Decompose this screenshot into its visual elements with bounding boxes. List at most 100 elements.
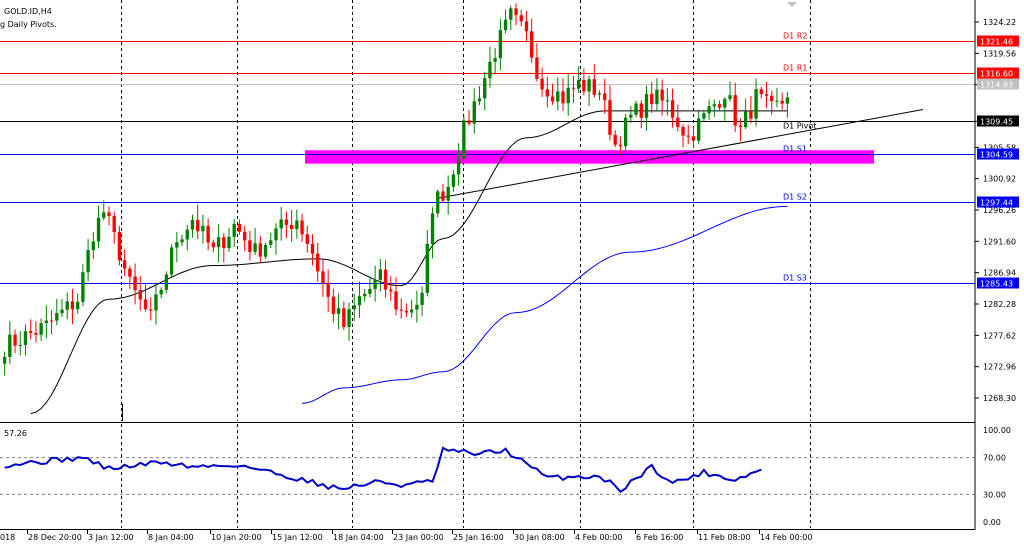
candle-body-142 <box>743 111 748 128</box>
candle-body-129 <box>676 117 680 127</box>
candle-body-92 <box>483 78 487 99</box>
pivot-badge-bg-0 <box>977 35 1019 47</box>
candle-body-65 <box>342 308 346 327</box>
candle-body-116 <box>608 100 612 135</box>
candle-body-114 <box>597 93 602 95</box>
candle-body-137 <box>717 104 722 108</box>
time-label-12: 11 Feb 08:00 <box>698 533 750 542</box>
candle-body-86 <box>451 174 456 187</box>
candle-body-6 <box>34 332 38 335</box>
candle-body-47 <box>248 240 252 252</box>
price-tick-label-4: 1305.58 <box>983 143 1016 152</box>
time-label-9: 30 Jan 08:00 <box>514 533 565 542</box>
oscillator-value-label: 57.26 <box>4 429 27 438</box>
candle-body-48 <box>253 243 257 252</box>
pivot-label-4: D1 S2 <box>783 193 807 202</box>
candle-body-36 <box>190 220 195 230</box>
time-label-7: 23 Jan 00:00 <box>393 533 444 542</box>
candle-body-127 <box>665 100 670 102</box>
candlesticks <box>2 3 790 376</box>
candle-body-132 <box>691 136 696 141</box>
candle-body-145 <box>759 89 763 95</box>
oscillator-line <box>4 446 762 493</box>
candle-body-57 <box>300 220 304 235</box>
candle-body-75 <box>394 291 398 310</box>
candle-body-98 <box>514 8 518 16</box>
pivot-label-3: D1 S1 <box>783 145 807 154</box>
pivot-badge-1: 1316.60 <box>980 70 1013 79</box>
candle-body-94 <box>493 58 497 62</box>
candle-body-33 <box>175 242 179 248</box>
candle-body-11 <box>60 309 64 314</box>
candle-body-49 <box>258 243 262 257</box>
time-label-2: 3 Jan 12:00 <box>88 533 134 542</box>
candle-body-136 <box>712 104 717 107</box>
time-label-3: 8 Jan 04:00 <box>148 533 194 542</box>
candle-body-107 <box>561 91 565 104</box>
candle-body-88 <box>462 120 466 159</box>
candle-body-7 <box>39 323 43 335</box>
pivot-badge-bg-4 <box>977 196 1019 208</box>
candle-body-13 <box>70 301 75 310</box>
candle-body-124 <box>650 93 654 105</box>
indicator-lines <box>30 109 924 414</box>
price-tick-label-6: 1296.26 <box>983 206 1016 215</box>
candle-body-45 <box>237 223 242 232</box>
candle-body-56 <box>295 220 299 230</box>
candle-body-38 <box>201 225 205 232</box>
price-tick-label-1: 1319.56 <box>983 49 1016 58</box>
candle-body-40 <box>211 242 216 248</box>
candle-body-141 <box>738 125 743 128</box>
candle-body-79 <box>415 304 419 310</box>
support-zone <box>305 150 874 164</box>
time-label-6: 18 Jan 04:00 <box>333 533 384 542</box>
candle-body-26 <box>138 290 142 300</box>
time-label-5: 15 Jan 12:00 <box>272 533 323 542</box>
candle-body-14 <box>75 301 80 310</box>
candle-body-128 <box>670 100 675 118</box>
candle-body-30 <box>159 289 163 295</box>
candle-body-60 <box>316 253 320 272</box>
candle-body-149 <box>780 100 784 104</box>
candle-body-106 <box>556 91 560 102</box>
candle-body-91 <box>477 98 482 102</box>
candle-body-134 <box>702 113 706 119</box>
candle-body-126 <box>660 89 664 101</box>
candle-body-52 <box>274 228 278 241</box>
price-tick-label-7: 1291.60 <box>983 237 1016 246</box>
candle-body-112 <box>587 79 591 92</box>
candle-body-131 <box>686 135 690 137</box>
candle-body-37 <box>196 220 200 232</box>
candle-body-97 <box>509 8 513 20</box>
price-tick-label-9: 1282.28 <box>983 300 1016 309</box>
candle-body-140 <box>733 95 737 126</box>
pivot-levels: D1 R2 D1 R1 D1 Pivot D1 S1 D1 S2 D1 S3 <box>0 32 975 284</box>
candle-body-54 <box>284 219 289 225</box>
candle-body-10 <box>55 313 59 321</box>
candle-body-80 <box>420 292 424 305</box>
candle-body-41 <box>216 237 221 248</box>
candle-body-71 <box>373 279 377 289</box>
candle-body-133 <box>697 118 701 141</box>
indicator-name-label: g Daily Pivots. <box>0 20 57 29</box>
candle-body-50 <box>263 244 268 257</box>
current-price-badge: 1314.93 <box>980 81 1013 90</box>
price-badges: 1321.46 1316.60 1309.45 1304.59 1297.44 1285.… <box>977 35 1019 289</box>
time-label-1: 28 Dec 20:00 <box>28 533 82 542</box>
candle-body-139 <box>728 95 732 100</box>
osc-tick-label-3: 0.00 <box>983 518 1001 527</box>
candle-body-138 <box>723 99 727 108</box>
candle-body-25 <box>133 276 137 291</box>
candle-body-2 <box>13 334 17 346</box>
candle-body-74 <box>389 289 393 292</box>
candle-body-110 <box>576 79 581 89</box>
candle-body-84 <box>441 191 445 201</box>
time-label-0: 018 <box>0 533 15 542</box>
candle-body-119 <box>623 117 628 147</box>
candle-body-100 <box>524 21 529 32</box>
candle-body-29 <box>154 294 158 311</box>
candle-body-111 <box>582 79 586 92</box>
candle-body-99 <box>519 15 523 22</box>
candle-body-8 <box>44 320 49 324</box>
